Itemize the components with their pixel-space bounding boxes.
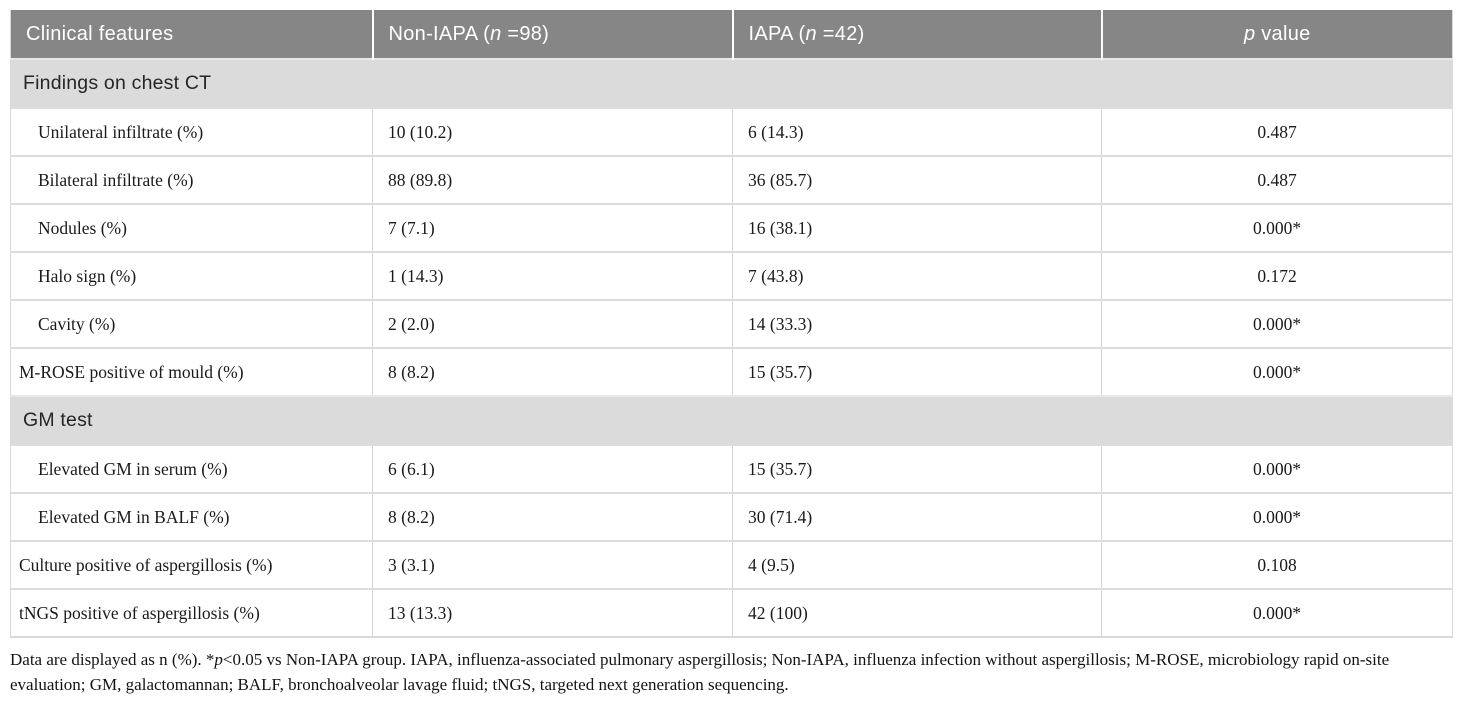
iapa-cell: 30 (71.4): [732, 492, 1102, 541]
iapa-cell: 15 (35.7): [732, 347, 1102, 396]
clinical-features-table: Clinical features Non-IAPA (n =98) IAPA …: [10, 10, 1453, 638]
iapa-cell: 16 (38.1): [732, 203, 1102, 252]
feature-cell: Bilateral infiltrate (%): [10, 155, 373, 204]
non-iapa-cell: 7 (7.1): [372, 203, 733, 252]
table-row: Cavity (%) 2 (2.0) 14 (33.3) 0.000*: [10, 299, 1453, 348]
non-iapa-cell: 6 (6.1): [372, 444, 733, 493]
iapa-cell: 42 (100): [732, 588, 1102, 637]
table-row: Nodules (%) 7 (7.1) 16 (38.1) 0.000*: [10, 203, 1453, 252]
feature-cell: Elevated GM in BALF (%): [10, 492, 373, 541]
p-value-cell: 0.000*: [1101, 588, 1453, 637]
p-value-cell: 0.108: [1101, 540, 1453, 589]
table-row: Culture positive of aspergillosis (%) 3 (…: [10, 540, 1453, 589]
feature-cell: Nodules (%): [10, 203, 373, 252]
iapa-cell: 15 (35.7): [732, 444, 1102, 493]
column-header-clinical-features: Clinical features: [10, 10, 374, 59]
p-value-cell: 0.487: [1101, 155, 1453, 204]
feature-cell: Unilateral infiltrate (%): [10, 107, 373, 156]
p-value-cell: 0.000*: [1101, 444, 1453, 493]
section-header: Findings on chest CT: [10, 58, 1453, 108]
column-header-p-value: p value: [1101, 10, 1453, 59]
table-row: M-ROSE positive of mould (%) 8 (8.2) 15 (3…: [10, 347, 1453, 396]
p-value-cell: 0.172: [1101, 251, 1453, 300]
table-body: Findings on chest CT Unilateral infiltrat…: [10, 58, 1453, 637]
table-row: tNGS positive of aspergillosis (%) 13 (13…: [10, 588, 1453, 637]
table-footnote: Data are displayed as n (%). *p<0.05 vs …: [10, 650, 1390, 694]
non-iapa-cell: 1 (14.3): [372, 251, 733, 300]
non-iapa-cell: 8 (8.2): [372, 492, 733, 541]
iapa-cell: 14 (33.3): [732, 299, 1102, 348]
table-row: Halo sign (%) 1 (14.3) 7 (43.8) 0.172: [10, 251, 1453, 300]
iapa-cell: 4 (9.5): [732, 540, 1102, 589]
p-value-cell: 0.000*: [1101, 347, 1453, 396]
table-row: Elevated GM in BALF (%) 8 (8.2) 30 (71.4) 0…: [10, 492, 1453, 541]
feature-cell: Halo sign (%): [10, 251, 373, 300]
table-row: Elevated GM in serum (%) 6 (6.1) 15 (35.7)…: [10, 444, 1453, 493]
column-header-iapa: IAPA (n =42): [732, 10, 1103, 59]
non-iapa-cell: 10 (10.2): [372, 107, 733, 156]
p-value-cell: 0.000*: [1101, 492, 1453, 541]
column-header-label: Clinical features: [26, 23, 174, 45]
feature-cell: Cavity (%): [10, 299, 373, 348]
section-header-row: GM test: [10, 395, 1453, 445]
p-value-cell: 0.000*: [1101, 299, 1453, 348]
non-iapa-cell: 2 (2.0): [372, 299, 733, 348]
non-iapa-cell: 8 (8.2): [372, 347, 733, 396]
non-iapa-cell: 13 (13.3): [372, 588, 733, 637]
table-row: Bilateral infiltrate (%) 88 (89.8) 36 (85.…: [10, 155, 1453, 204]
column-header-non-iapa: Non-IAPA (n =98): [372, 10, 734, 59]
non-iapa-cell: 88 (89.8): [372, 155, 733, 204]
feature-cell: Elevated GM in serum (%): [10, 444, 373, 493]
feature-cell: M-ROSE positive of mould (%): [10, 347, 373, 396]
p-value-cell: 0.000*: [1101, 203, 1453, 252]
table-row: Unilateral infiltrate (%) 10 (10.2) 6 (14.…: [10, 107, 1453, 156]
non-iapa-cell: 3 (3.1): [372, 540, 733, 589]
iapa-cell: 7 (43.8): [732, 251, 1102, 300]
section-header: GM test: [10, 395, 1453, 445]
iapa-cell: 36 (85.7): [732, 155, 1102, 204]
feature-cell: Culture positive of aspergillosis (%): [10, 540, 373, 589]
feature-cell: tNGS positive of aspergillosis (%): [10, 588, 373, 637]
iapa-cell: 6 (14.3): [732, 107, 1102, 156]
table-header: Clinical features Non-IAPA (n =98) IAPA …: [10, 10, 1453, 59]
p-value-cell: 0.487: [1101, 107, 1453, 156]
section-header-row: Findings on chest CT: [10, 58, 1453, 108]
